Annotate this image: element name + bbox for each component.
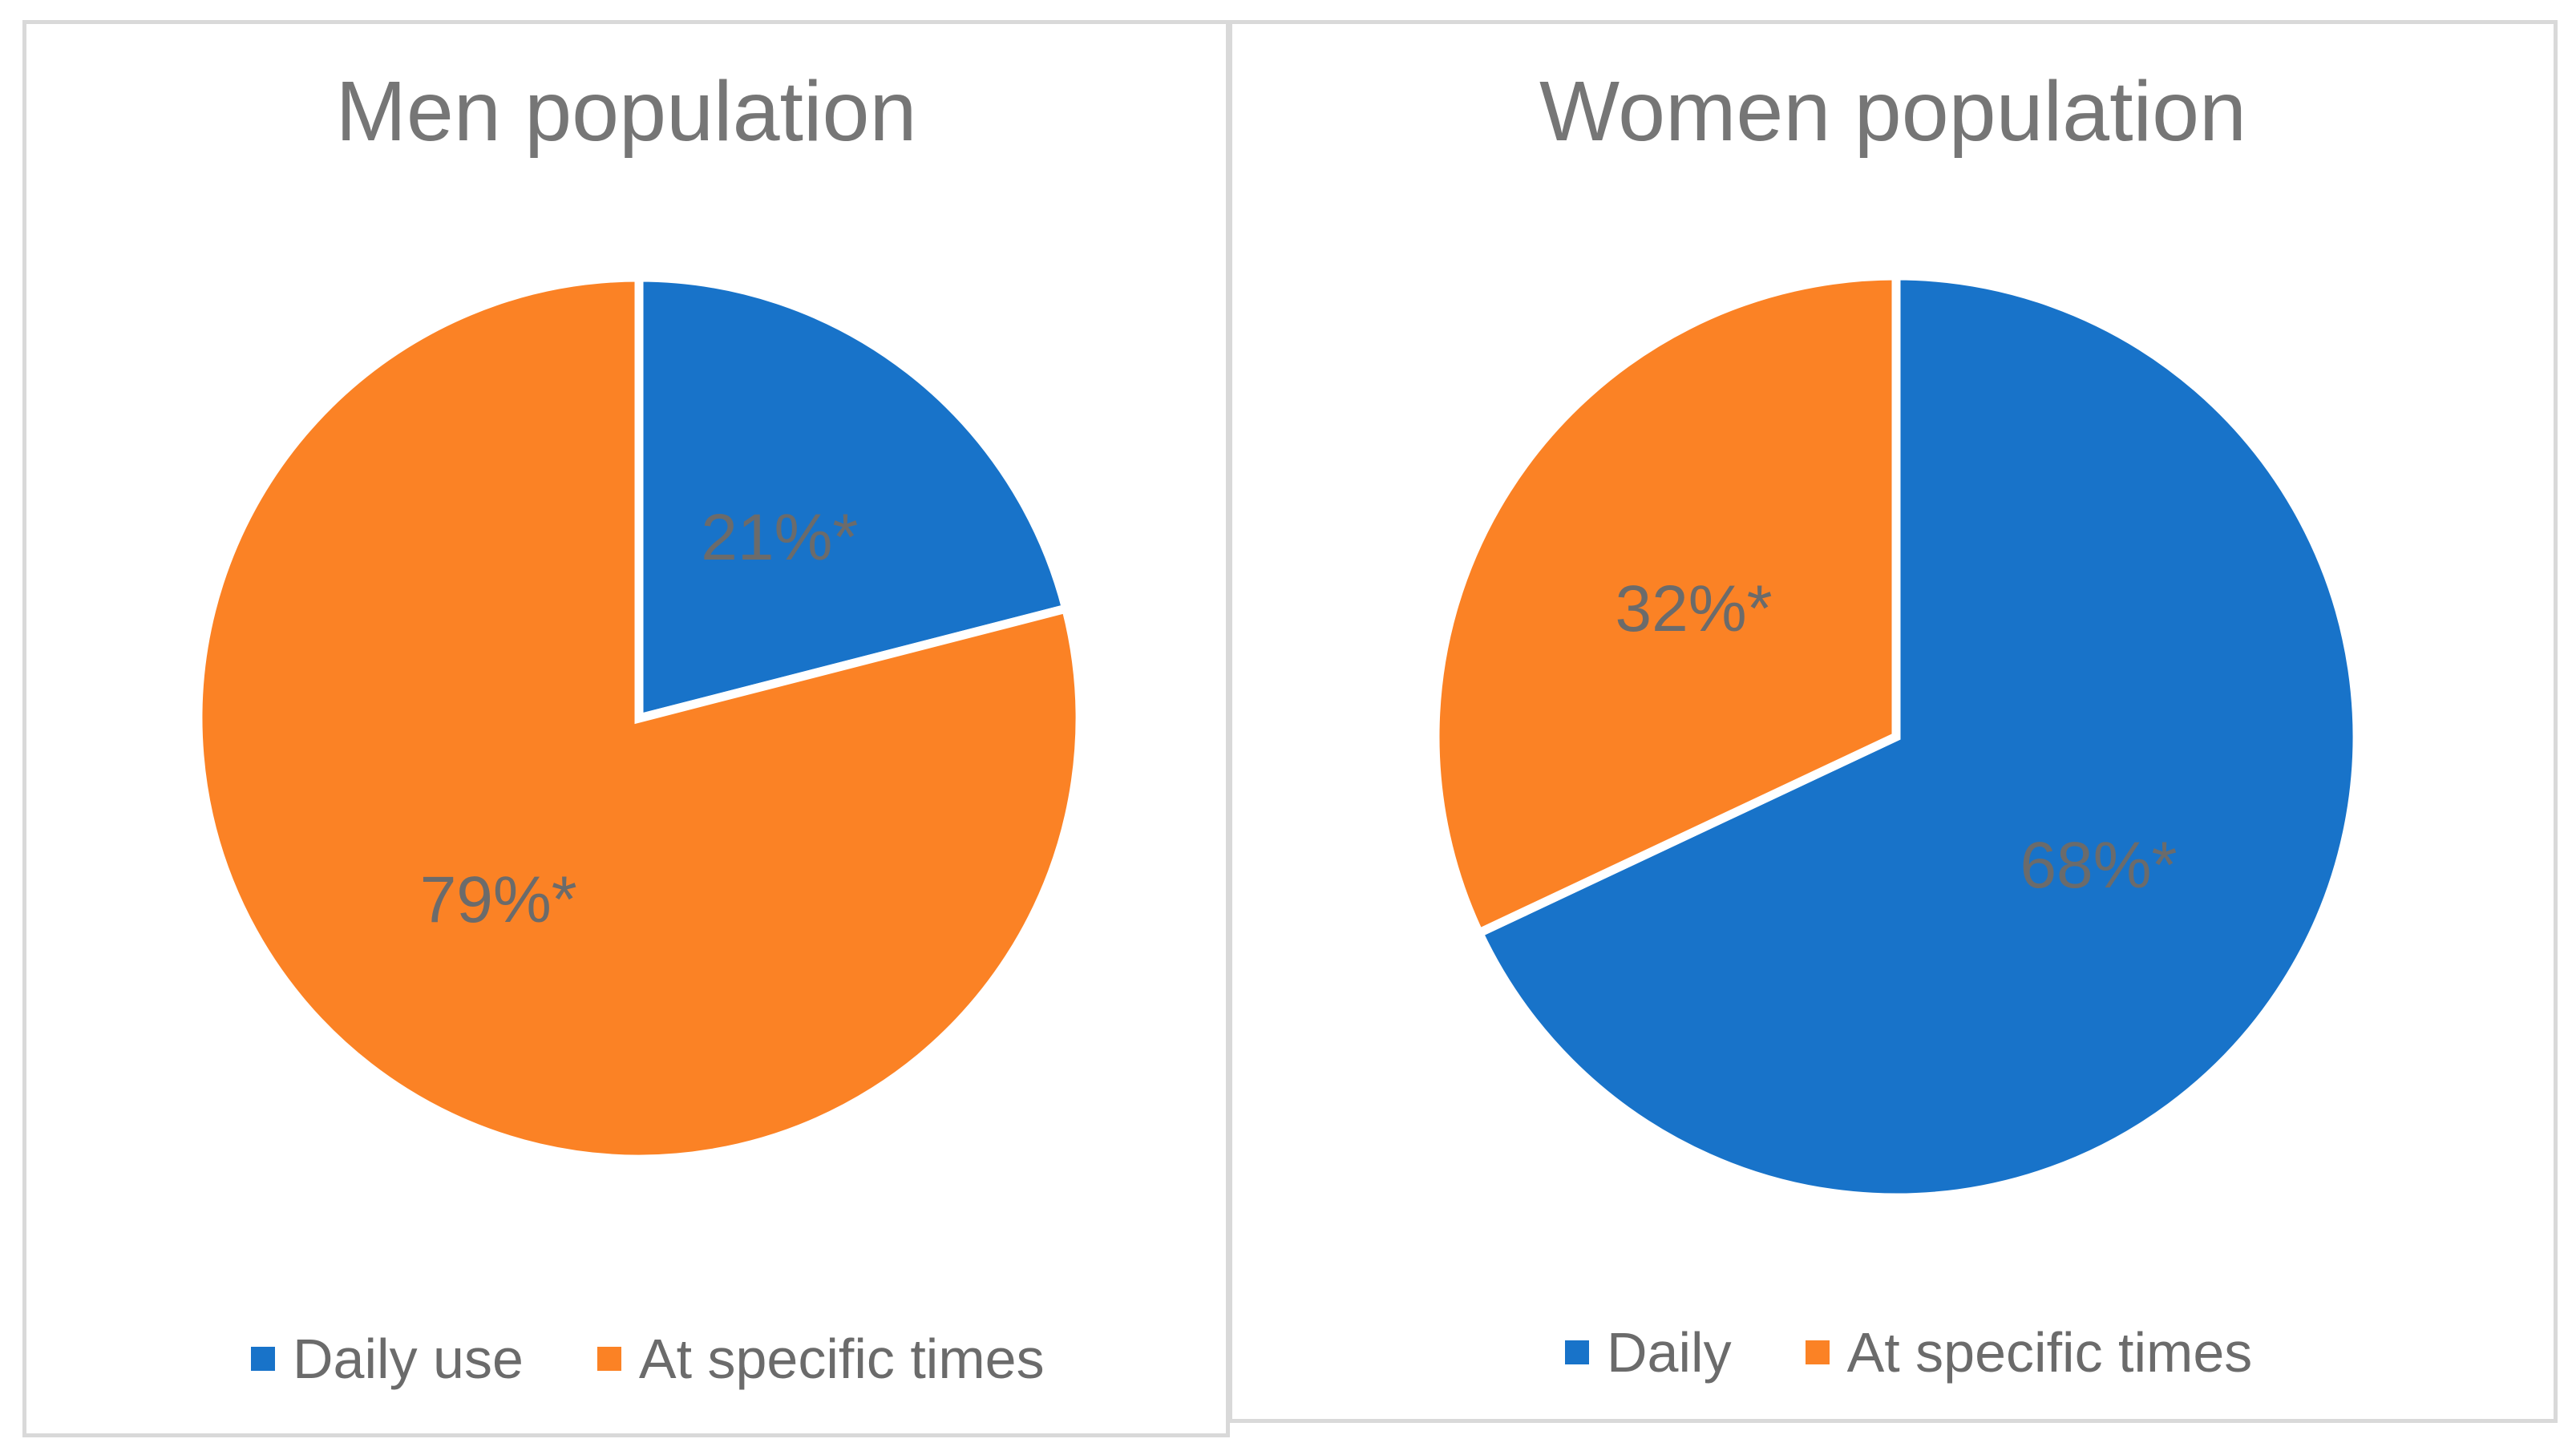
men-slice-specific [193,273,1085,1164]
men-legend-swatch-daily [251,1347,275,1371]
women-legend-swatch-specific [1805,1340,1830,1364]
women-data-label-daily: 68%* [2020,829,2177,902]
women-slice-daily [1473,271,2362,1202]
men-data-label-specific: 79%* [420,863,577,936]
men-legend-item-daily: Daily use [251,1331,524,1387]
men-legend: Daily use At specific times [251,1331,1045,1387]
men-legend-label-daily: Daily use [293,1328,524,1390]
men-legend-swatch-specific [596,1347,621,1371]
women-chart-title: Women population [1539,64,2246,159]
men-data-label-daily: 21%* [701,501,858,574]
women-legend-label-daily: Daily [1607,1321,1732,1384]
women-data-label-specific: 32%* [1616,572,1773,645]
women-legend-item-specific: At specific times [1805,1321,2253,1384]
men-chart-title: Men population [335,64,917,159]
men-slice-daily [634,273,1072,725]
women-legend-swatch-daily [1565,1340,1589,1364]
women-chart-panel: Women population 68%* 32%* Daily At speci… [1228,20,2558,1423]
men-legend-item-specific: At specific times [596,1328,1045,1390]
women-legend: Daily At specific times [1565,1324,2252,1380]
women-slice-specific [1430,271,1901,940]
men-pie-chart: 21%* 79%* [193,273,1085,1164]
men-legend-label-specific: At specific times [638,1328,1045,1390]
women-legend-item-daily: Daily [1565,1324,1732,1380]
women-pie-chart: 68%* 32%* [1430,271,2362,1202]
women-legend-label-specific: At specific times [1846,1321,2253,1384]
men-chart-panel: Men population 21%* 79%* Daily use At spe… [22,20,1230,1437]
